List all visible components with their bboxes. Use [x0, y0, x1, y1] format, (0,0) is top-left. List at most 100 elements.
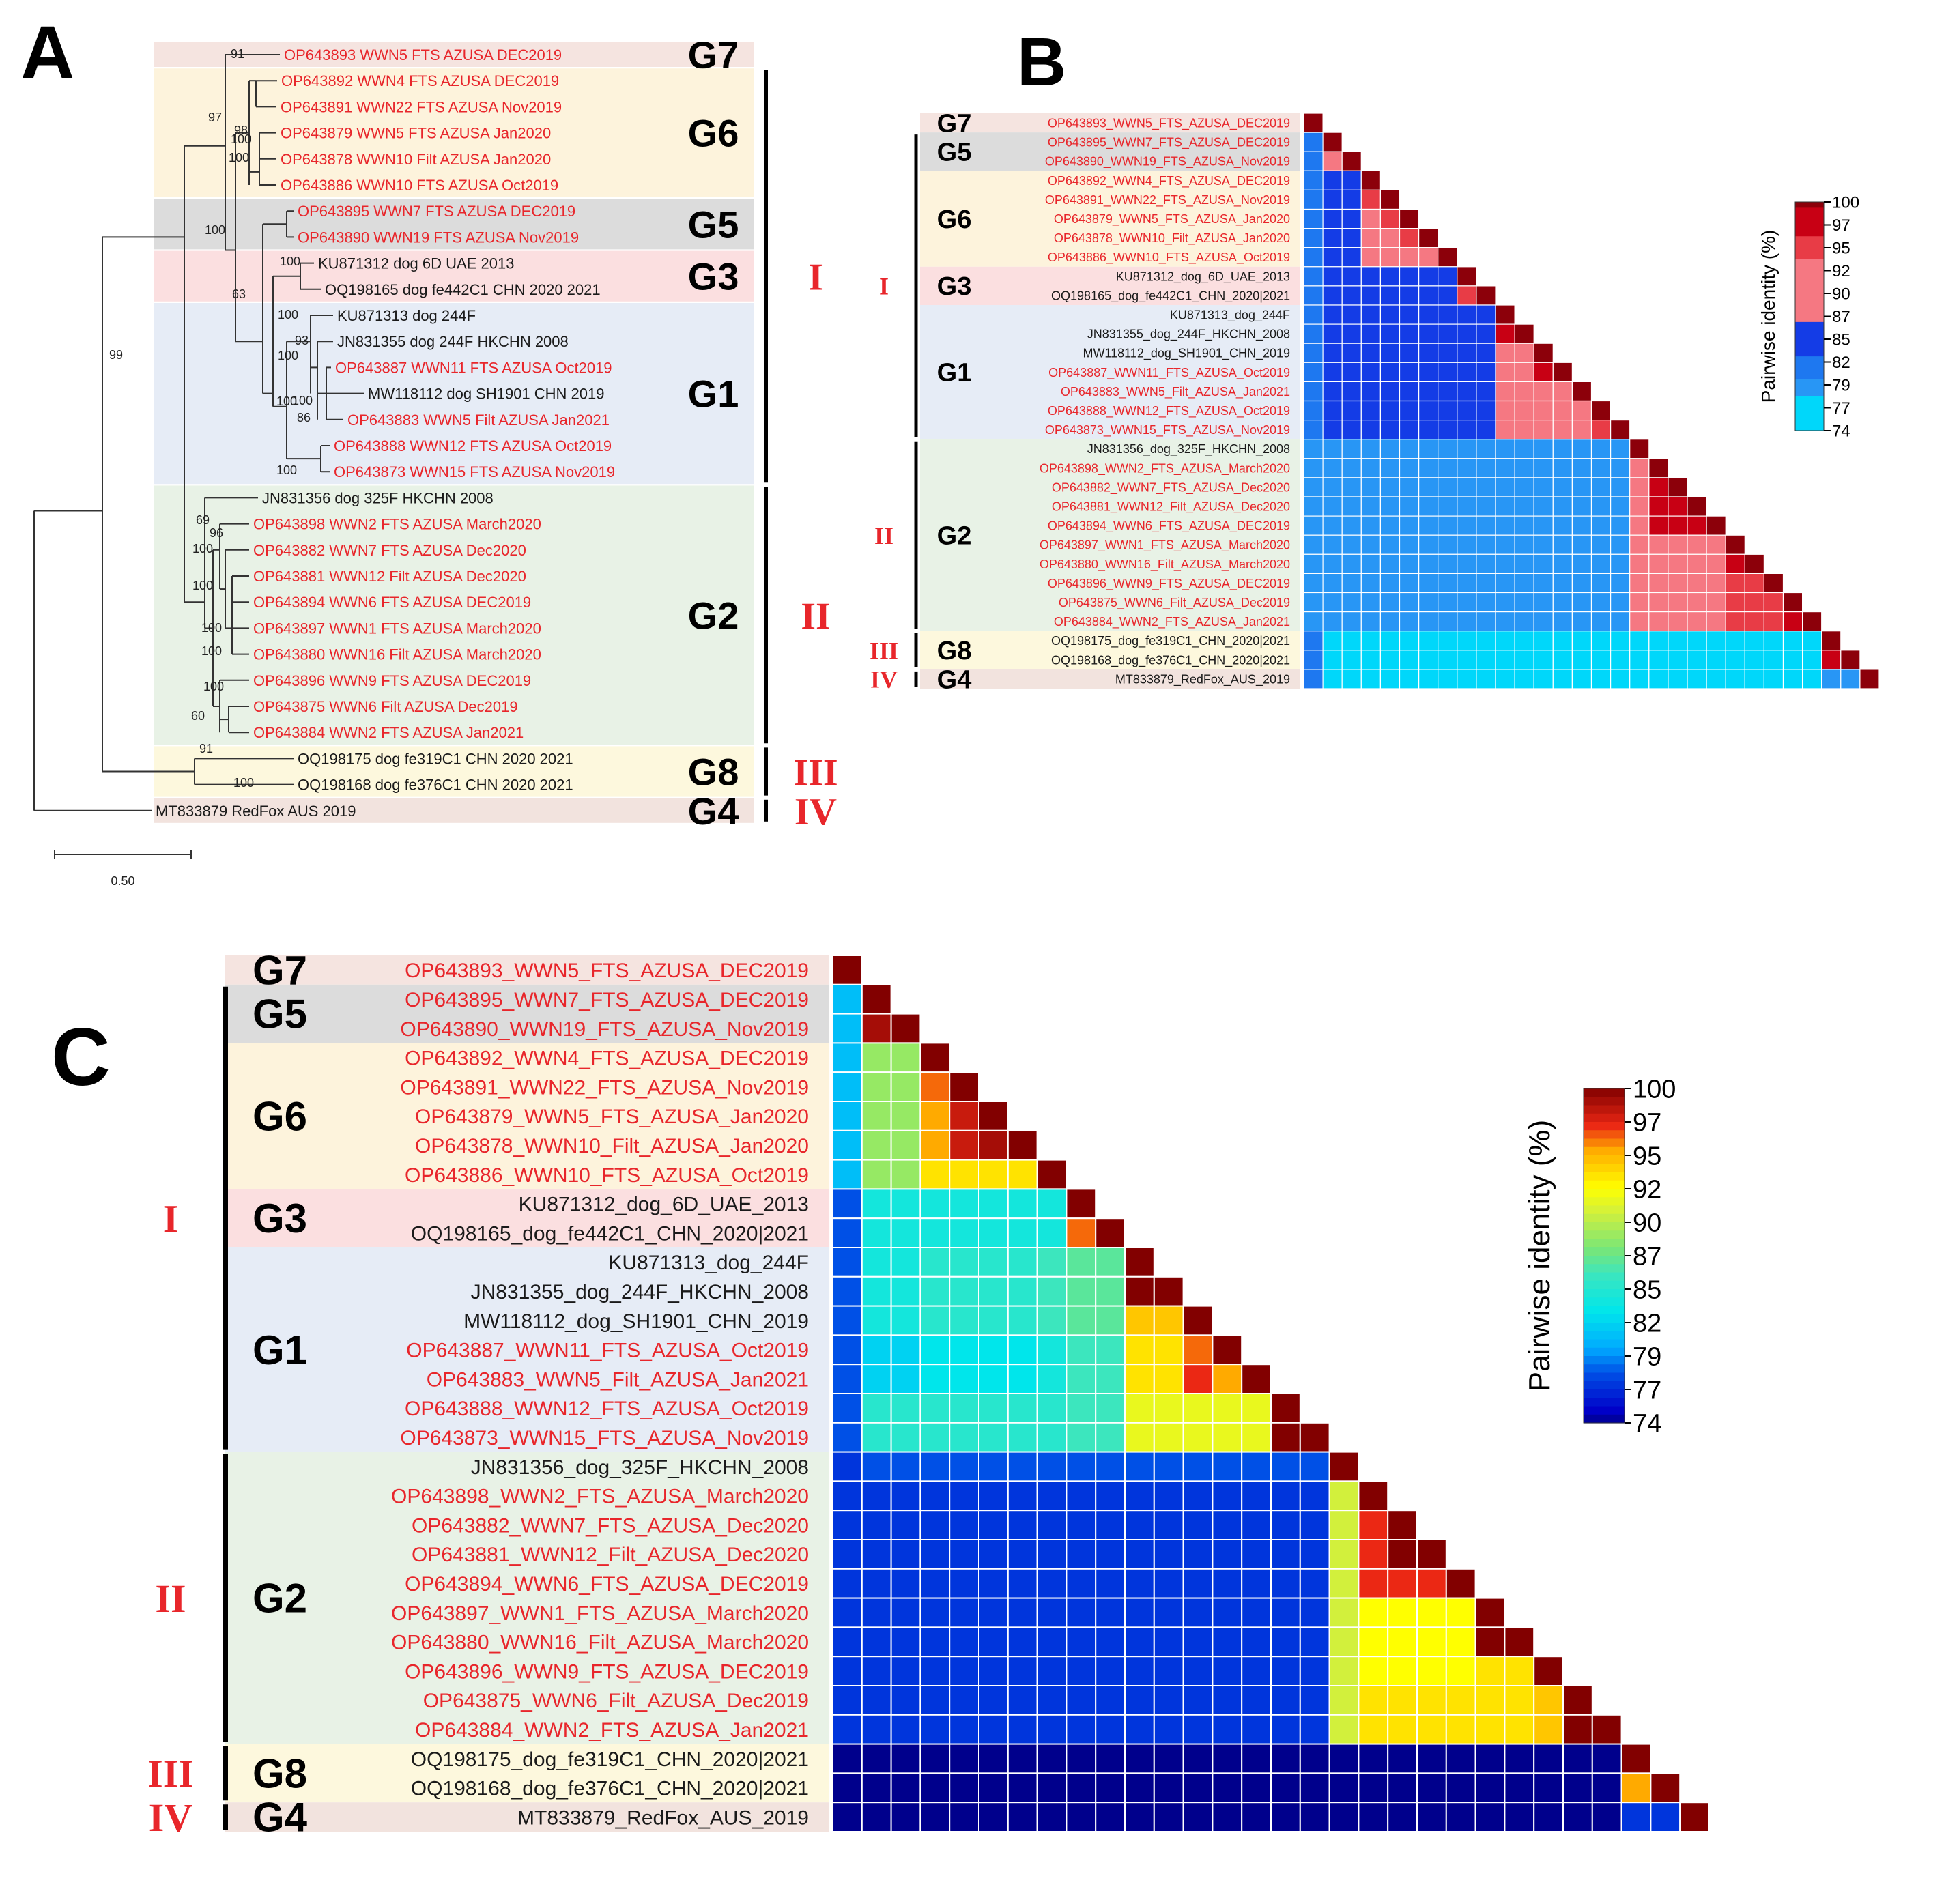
identity-cell [978, 1480, 1009, 1512]
identity-cell [1066, 1188, 1097, 1220]
identity-cell [919, 1217, 951, 1248]
identity-cell [1418, 669, 1439, 689]
identity-cell [1182, 1597, 1214, 1628]
identity-cell [1341, 496, 1362, 517]
identity-cell [1445, 1802, 1476, 1832]
identity-cell [919, 1159, 951, 1190]
identity-cell [1036, 1597, 1068, 1628]
group-band-g8 [225, 1744, 829, 1803]
identity-cell [1360, 189, 1382, 210]
identity-cell [1514, 458, 1534, 478]
identity-cell [1533, 1743, 1564, 1774]
colorbar-segment [1795, 413, 1824, 420]
identity-cell [1399, 650, 1420, 670]
row-label: OP643884_WWN2_FTS_AZUSA_Jan2021 [415, 1719, 809, 1742]
identity-cell [861, 1013, 892, 1044]
identity-cell [1341, 381, 1362, 402]
identity-cell [1552, 362, 1573, 382]
identity-cell [1036, 1217, 1068, 1248]
identity-cell [1495, 381, 1515, 402]
colorbar-tick-label: 87 [1633, 1243, 1661, 1271]
identity-cell [1341, 304, 1362, 325]
row-label: JN831356_dog_325F_HKCHN_2008 [471, 1456, 809, 1479]
colorbar-tick-label: 97 [1832, 216, 1850, 235]
colorbar-segment [1584, 1097, 1625, 1106]
colorbar-tick-label: 77 [1633, 1376, 1661, 1405]
identity-cell [1036, 1510, 1068, 1540]
identity-cell [1620, 1802, 1652, 1832]
identity-cell [919, 1364, 951, 1394]
identity-cell [1007, 1247, 1038, 1278]
identity-cell [1322, 534, 1343, 555]
group-label-g1: G1 [937, 359, 972, 388]
identity-cell [1360, 304, 1382, 325]
row-label: OQ198175_dog_fe319C1_CHN_2020|2021 [411, 1748, 809, 1771]
identity-cell [1360, 573, 1382, 594]
tree-leaf-label: OQ198168 dog fe376C1 CHN 2020 2021 [298, 777, 573, 794]
identity-cell [1648, 515, 1669, 536]
group-label-g3: G3 [253, 1196, 307, 1241]
identity-cell [890, 1802, 921, 1832]
identity-cell [1299, 1802, 1330, 1832]
identity-cell [1610, 419, 1631, 440]
identity-cell [1322, 419, 1343, 440]
identity-cell [1007, 1129, 1038, 1161]
identity-cell [1387, 1539, 1418, 1570]
identity-cell [1341, 515, 1362, 536]
identity-cell [1379, 343, 1401, 363]
identity-cell [1379, 285, 1401, 306]
bootstrap-value: 100 [231, 132, 251, 146]
identity-cell [1706, 515, 1726, 536]
row-label: OP643883_WWN5_Filt_AZUSA_Jan2021 [1061, 385, 1290, 399]
colorbar-tick-label: 95 [1633, 1142, 1661, 1171]
identity-cell [1438, 285, 1458, 306]
identity-cell [1095, 1539, 1126, 1570]
identity-cell [832, 1364, 863, 1394]
identity-cell [1476, 323, 1496, 344]
identity-cell [1418, 419, 1439, 440]
identity-cell [1153, 1656, 1184, 1686]
identity-cell [1007, 1656, 1038, 1686]
colorbar-segment [1795, 276, 1824, 283]
identity-cell [1341, 362, 1362, 382]
identity-cell [1270, 1743, 1301, 1774]
identity-cell [1341, 439, 1362, 459]
colorbar-segment [1795, 321, 1824, 328]
identity-cell [1241, 1510, 1272, 1540]
identity-cell [1095, 1422, 1126, 1453]
identity-cell [1036, 1334, 1068, 1366]
identity-cell [1007, 1510, 1038, 1540]
identity-cell [861, 1422, 892, 1453]
identity-cell [1687, 592, 1707, 613]
identity-cell [949, 1451, 980, 1482]
identity-cell [1007, 1802, 1038, 1832]
identity-cell [978, 1714, 1009, 1745]
identity-cell [1438, 247, 1458, 268]
row-label: OP643896_WWN9_FTS_AZUSA_DEC2019 [405, 1660, 809, 1683]
identity-cell [1533, 534, 1554, 555]
identity-cell [1650, 1772, 1681, 1804]
identity-cell [1303, 381, 1324, 402]
identity-cell [1036, 1364, 1068, 1394]
identity-cell [1036, 1422, 1068, 1453]
identity-cell [1571, 439, 1592, 459]
identity-cell [1552, 650, 1573, 670]
group-band-g2 [920, 439, 1300, 631]
colorbar-segment [1795, 390, 1824, 397]
identity-cell [1648, 477, 1669, 497]
identity-cell [1303, 669, 1324, 689]
row-label: OP643891_WWN22_FTS_AZUSA_Nov2019 [400, 1076, 809, 1099]
colorbar-segment [1584, 1323, 1625, 1331]
tree-leaf-label: OP643895 WWN7 FTS AZUSA DEC2019 [298, 203, 575, 220]
identity-cell [1241, 1568, 1272, 1599]
identity-cell [1438, 496, 1458, 517]
row-label: OP643890_WWN19_FTS_AZUSA_Nov2019 [400, 1018, 809, 1041]
identity-cell [1763, 573, 1784, 594]
row-label: OP643897_WWN1_FTS_AZUSA_March2020 [391, 1602, 809, 1625]
identity-cell [1610, 458, 1631, 478]
identity-cell [1341, 170, 1362, 191]
colorbar-segment [1584, 1331, 1625, 1340]
identity-cell [1495, 573, 1515, 594]
colorbar-segment [1795, 339, 1824, 345]
tree-cluster-label-ii: II [801, 595, 831, 637]
